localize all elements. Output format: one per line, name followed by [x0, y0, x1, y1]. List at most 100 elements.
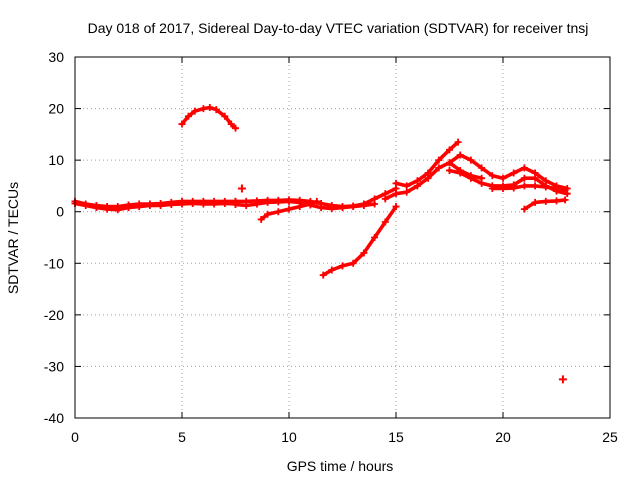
y-tick-label: -30	[44, 358, 64, 374]
data-point	[103, 205, 111, 213]
x-tick-label: 5	[178, 429, 186, 445]
data-point	[221, 112, 229, 120]
data-point	[403, 188, 411, 196]
data-point	[381, 195, 389, 203]
data-point-isolated	[237, 184, 246, 193]
data-point	[285, 205, 293, 213]
data-point	[317, 204, 325, 212]
y-tick-label: 30	[48, 49, 64, 65]
data-point	[520, 205, 528, 213]
grid	[75, 57, 610, 418]
data-point	[264, 198, 272, 206]
data-point	[257, 215, 265, 223]
data-point	[125, 204, 132, 212]
data-point	[349, 203, 357, 211]
series-line-arc-morning	[180, 105, 238, 130]
data-point	[232, 124, 239, 132]
x-tick-label: 0	[71, 429, 79, 445]
data-point	[206, 104, 214, 112]
data-point	[157, 202, 165, 210]
data-point	[114, 206, 122, 214]
y-tick-label: -10	[44, 255, 64, 271]
x-tick-label: 15	[388, 429, 404, 445]
data-series	[71, 104, 571, 384]
data-point	[542, 197, 550, 205]
data-point	[360, 249, 368, 257]
data-point	[135, 203, 143, 211]
data-point	[285, 197, 293, 205]
data-point	[392, 179, 400, 187]
x-axis-label: GPS time / hours	[287, 458, 394, 474]
data-point	[221, 199, 229, 207]
data-point	[456, 151, 464, 159]
x-tick-label: 25	[602, 429, 618, 445]
data-point	[328, 205, 336, 213]
data-point	[454, 138, 462, 146]
data-point	[413, 182, 421, 190]
data-point	[264, 210, 272, 218]
data-point	[531, 198, 539, 206]
data-point	[510, 184, 518, 192]
data-point	[349, 259, 357, 267]
data-point	[339, 204, 346, 212]
data-point	[520, 182, 528, 190]
data-point	[520, 174, 528, 182]
data-point	[553, 197, 560, 205]
data-point	[313, 197, 321, 205]
data-point	[232, 200, 239, 208]
data-point	[488, 172, 496, 180]
y-tick-label: 20	[48, 101, 64, 117]
data-point	[296, 203, 304, 211]
data-point	[381, 218, 389, 226]
data-point	[531, 174, 539, 182]
data-point	[92, 204, 100, 212]
data-point	[446, 146, 453, 154]
data-point	[199, 105, 207, 113]
data-point	[467, 156, 475, 164]
data-point	[191, 107, 199, 115]
data-point	[360, 202, 368, 210]
data-point	[82, 202, 90, 210]
data-point	[403, 182, 411, 190]
data-point	[178, 200, 186, 208]
data-point	[227, 120, 235, 128]
x-tick-label: 10	[281, 429, 297, 445]
data-point	[456, 169, 464, 177]
data-point	[371, 200, 379, 208]
data-point	[199, 200, 207, 208]
data-point	[435, 164, 443, 172]
data-point	[446, 166, 453, 174]
data-point	[167, 200, 175, 208]
data-point	[478, 179, 486, 187]
data-point	[242, 202, 250, 210]
data-point-isolated	[558, 375, 567, 384]
data-point	[488, 185, 496, 193]
series-line-rising-middle	[383, 160, 484, 201]
data-point	[499, 185, 507, 193]
data-point	[478, 164, 486, 172]
data-point	[274, 198, 282, 206]
series-line-baseline-b	[73, 201, 238, 212]
data-point	[531, 182, 539, 190]
data-point	[371, 234, 379, 241]
y-tick-label: -20	[44, 307, 64, 323]
data-point	[212, 106, 220, 114]
data-point	[520, 164, 528, 172]
data-point	[499, 174, 507, 182]
data-point	[328, 266, 336, 274]
y-tick-label: 0	[56, 204, 64, 220]
series-line-hump-track	[447, 153, 569, 191]
plot-frame	[74, 56, 611, 419]
chart-title: Day 018 of 2017, Sidereal Day-to-day VTE…	[88, 20, 589, 36]
data-point	[392, 203, 400, 211]
data-point	[542, 183, 550, 191]
data-point	[467, 174, 475, 182]
data-point	[561, 196, 569, 204]
data-point	[178, 120, 186, 128]
data-point	[563, 190, 571, 198]
data-point	[189, 199, 197, 207]
series-line-descending-track	[321, 204, 398, 277]
y-axis-label: SDTVAR / TECUs	[5, 182, 21, 294]
data-point	[510, 169, 518, 177]
